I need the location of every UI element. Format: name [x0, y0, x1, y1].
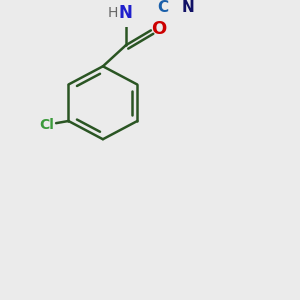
- Text: O: O: [152, 20, 167, 38]
- Text: N: N: [182, 0, 194, 15]
- Text: C: C: [158, 0, 169, 15]
- Text: Cl: Cl: [39, 118, 54, 132]
- Text: N: N: [119, 4, 133, 22]
- Text: H: H: [108, 6, 119, 20]
